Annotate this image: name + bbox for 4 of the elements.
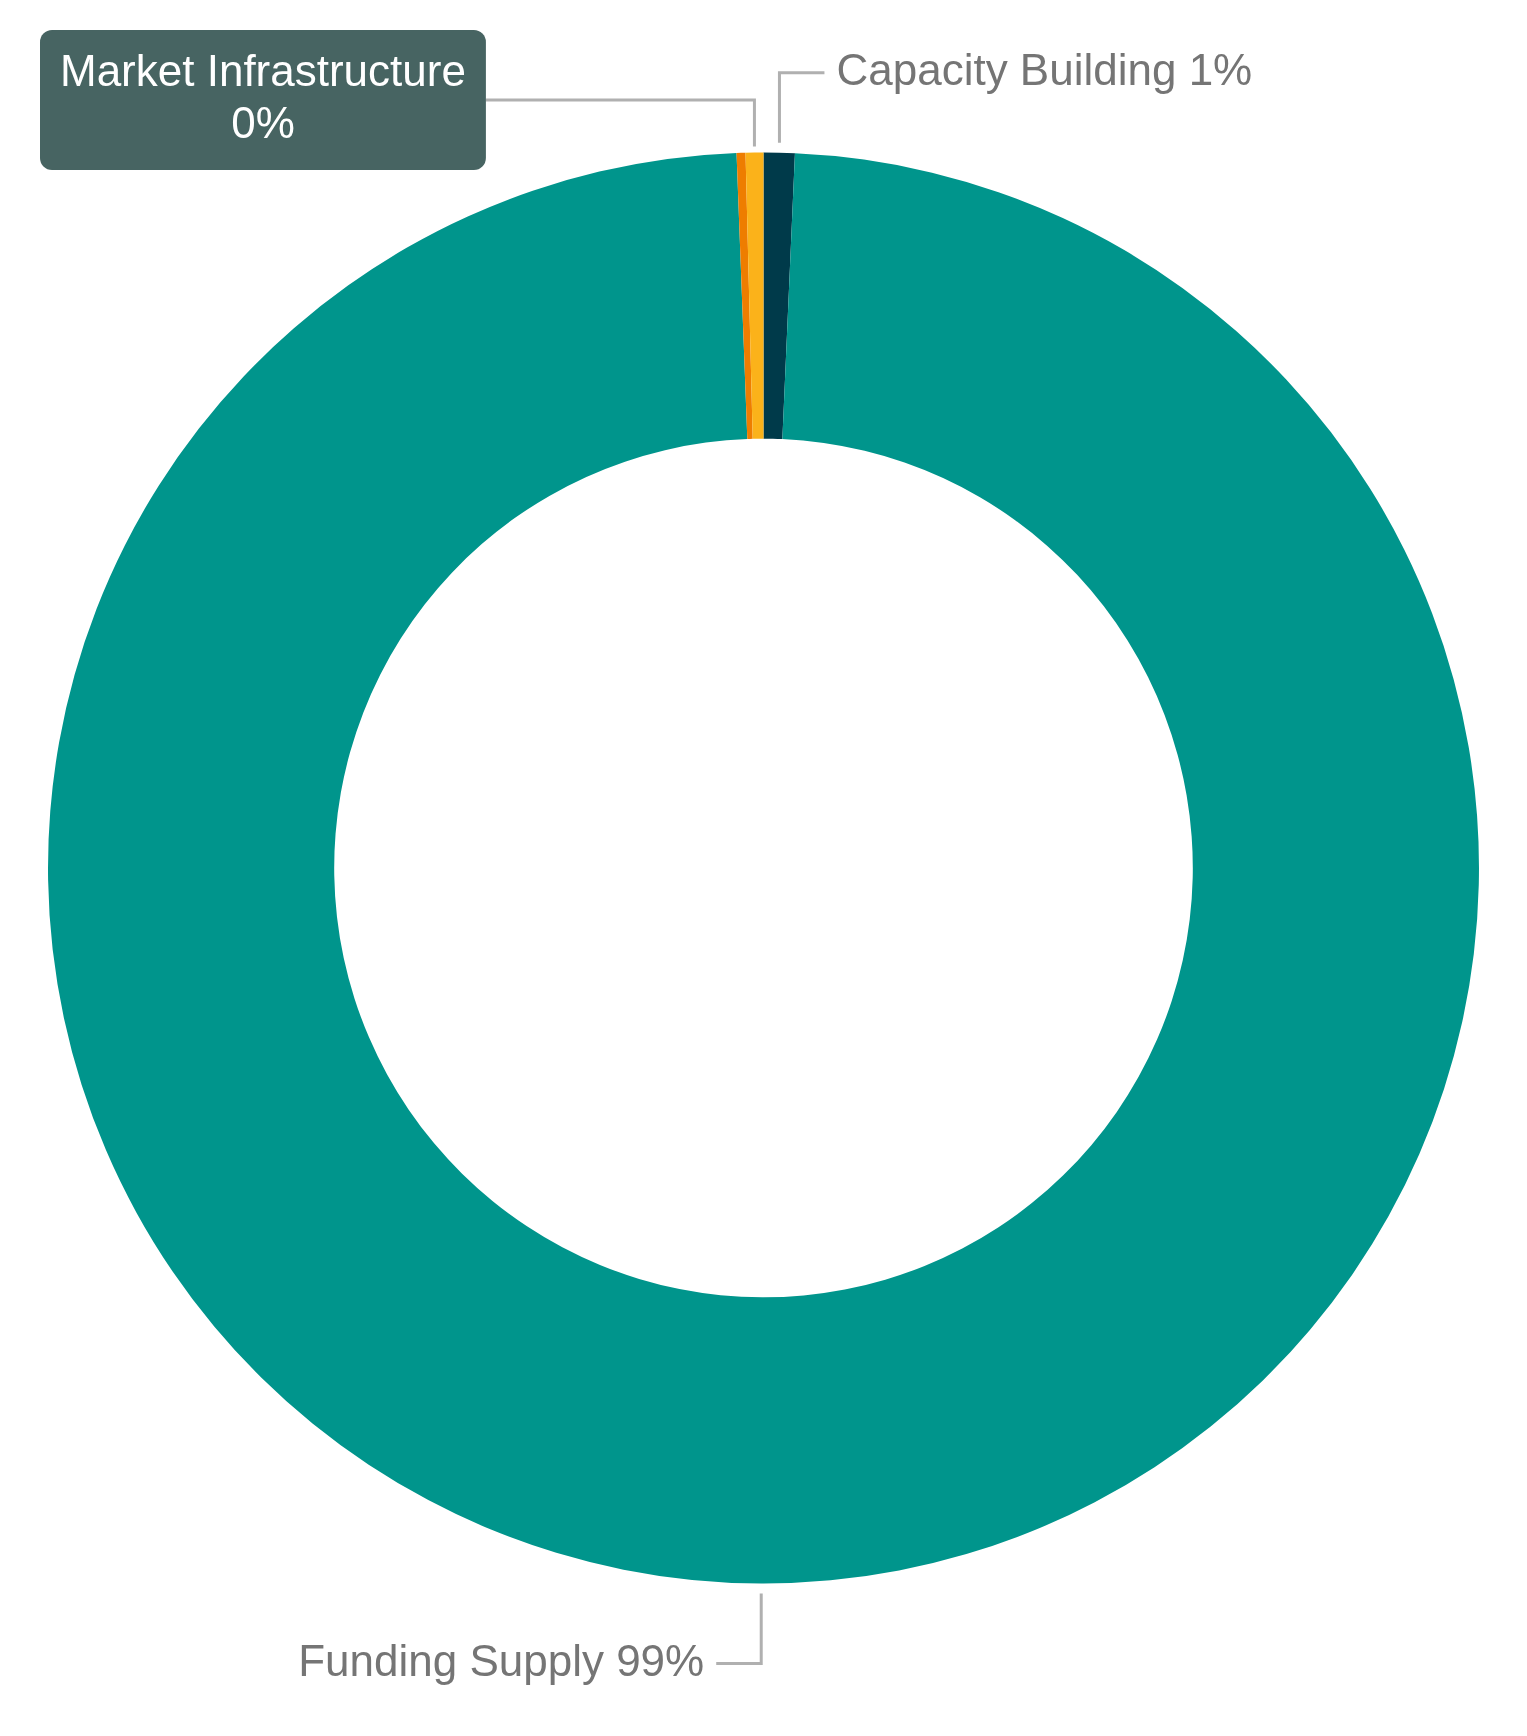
slice-label: Funding Supply 99% [298,1635,705,1685]
slice-label: Capacity Building 1% [836,44,1253,94]
data-label: 0% [231,98,295,148]
slice-label: Market Infrastructure [60,46,466,96]
